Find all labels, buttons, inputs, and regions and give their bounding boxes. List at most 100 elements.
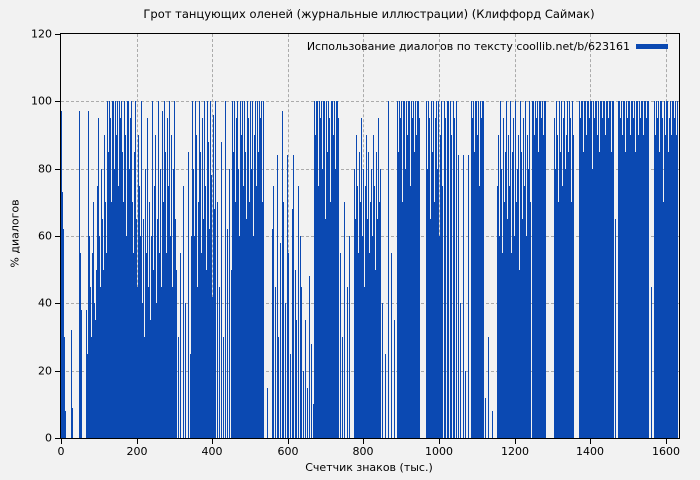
impulse-bar [146, 252, 147, 438]
impulse-bar [416, 135, 417, 438]
impulse-bar [535, 101, 536, 438]
impulse-bar [600, 101, 601, 438]
impulse-bar [366, 135, 367, 438]
impulse-bar [173, 168, 174, 438]
impulse-bar [160, 168, 161, 438]
impulse-bar [397, 101, 398, 438]
impulse-bar [476, 101, 477, 438]
impulse-bar [200, 151, 201, 438]
impulse-bar [125, 135, 126, 438]
impulse-bar [529, 101, 530, 438]
impulse-bar [435, 118, 436, 438]
impulse-bar [643, 135, 644, 438]
impulse-bar [162, 111, 163, 438]
impulse-bar [204, 101, 205, 438]
impulse-bar [537, 101, 538, 438]
impulse-bar [598, 101, 599, 438]
impulse-bar [451, 135, 452, 438]
impulse-bar [109, 101, 110, 438]
impulse-bar [569, 101, 570, 438]
impulse-bar [188, 151, 189, 438]
impulse-bar [415, 101, 416, 438]
impulse-bar [492, 411, 493, 438]
x-tick-1000 [439, 439, 440, 444]
impulse-bar [221, 141, 222, 438]
impulse-bar [382, 303, 383, 438]
impulse-bar [95, 320, 96, 438]
impulse-bar [347, 286, 348, 438]
impulse-bar [648, 101, 649, 438]
impulse-bar [331, 101, 332, 438]
impulse-bar [524, 185, 525, 438]
impulse-bar [563, 118, 564, 438]
impulse-bar [144, 337, 145, 438]
impulse-bar [171, 135, 172, 438]
x-tick-label-800: 800 [352, 445, 374, 458]
impulse-bar [571, 202, 572, 438]
impulse-bar [340, 252, 341, 438]
impulse-bar [293, 155, 294, 438]
impulse-bar [605, 135, 606, 438]
impulse-bar [472, 118, 473, 438]
impulse-bar [329, 118, 330, 438]
impulse-bar [237, 101, 238, 438]
impulse-bar [538, 151, 539, 438]
impulse-bar [288, 252, 289, 438]
impulse-bar [403, 101, 404, 438]
impulse-bar [213, 114, 214, 438]
legend: Использование диалогов по тексту coollib… [307, 40, 668, 53]
impulse-bar [558, 202, 559, 438]
impulse-bar [663, 202, 664, 438]
impulse-bar [499, 236, 500, 438]
plot-area: Использование диалогов по тексту coollib… [60, 33, 680, 439]
impulse-bar [80, 252, 81, 438]
impulse-bar [183, 185, 184, 438]
impulse-bar [442, 185, 443, 438]
impulse-bar [207, 101, 208, 438]
y-tick-120 [55, 34, 60, 35]
impulse-bar [567, 101, 568, 438]
impulse-bar [313, 404, 314, 438]
impulse-bar [400, 118, 401, 438]
impulse-bar [584, 101, 585, 438]
impulse-bar [277, 155, 278, 438]
impulse-bar [516, 202, 517, 438]
x-axis-label: Счетчик знаков (тыс.) [305, 461, 433, 474]
impulse-bar [673, 101, 674, 438]
y-tick-80 [55, 169, 60, 170]
impulse-bar [508, 135, 509, 438]
impulse-bar [638, 135, 639, 438]
impulse-bar [140, 236, 141, 438]
impulse-bar [209, 229, 210, 438]
impulse-bar [89, 236, 90, 438]
impulse-bar [559, 101, 560, 438]
impulse-bar [522, 219, 523, 438]
impulse-bar [501, 168, 502, 438]
impulse-bar [665, 135, 666, 438]
impulse-bar [371, 168, 372, 438]
impulse-bar [185, 303, 186, 438]
impulse-bar [595, 101, 596, 438]
impulse-bar [380, 168, 381, 438]
impulse-bar [666, 101, 667, 438]
impulse-bar [267, 387, 268, 438]
impulse-bar [587, 101, 588, 438]
impulse-bar [151, 236, 152, 438]
impulse-bar [250, 101, 251, 438]
impulse-bar [195, 101, 196, 438]
impulse-bar [152, 101, 153, 438]
impulse-bar [114, 168, 115, 438]
impulse-bar [219, 286, 220, 438]
impulse-bar [623, 101, 624, 438]
x-tick-600 [288, 439, 289, 444]
impulse-bar [432, 151, 433, 438]
impulse-bar [311, 343, 312, 438]
x-tick-label-1400: 1400 [576, 445, 604, 458]
impulse-bar [456, 101, 457, 438]
impulse-bar [303, 370, 304, 438]
impulse-bar [365, 185, 366, 438]
impulse-bar [79, 111, 80, 438]
impulse-bar [539, 101, 540, 438]
impulse-bar [561, 101, 562, 438]
impulse-bar [225, 101, 226, 438]
